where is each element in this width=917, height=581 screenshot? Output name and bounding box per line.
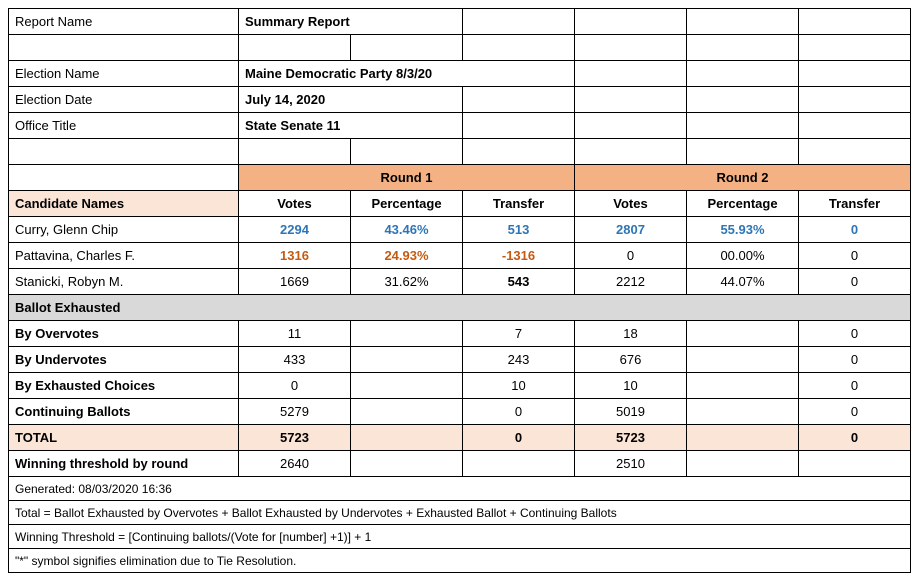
value-office-title: State Senate 11 — [239, 113, 463, 139]
row-footer-generated: Generated: 08/03/2020 16:36 — [9, 477, 911, 501]
label-winning-threshold: Winning threshold by round — [9, 451, 239, 477]
row-ballot-exhausted-header: Ballot Exhausted — [9, 295, 911, 321]
total-r1-votes: 5723 — [239, 425, 351, 451]
continuing-r1-votes: 5279 — [239, 399, 351, 425]
candidate-r2-votes: 2212 — [575, 269, 687, 295]
row-blank-1 — [9, 35, 911, 61]
candidate-r2-pct: 44.07% — [687, 269, 799, 295]
label-total: TOTAL — [9, 425, 239, 451]
candidate-r2-votes: 0 — [575, 243, 687, 269]
label-by-undervotes: By Undervotes — [9, 347, 239, 373]
undervotes-r1-votes: 433 — [239, 347, 351, 373]
footer-tie-note: "*" symbol signifies elimination due to … — [9, 549, 911, 573]
candidate-name: Curry, Glenn Chip — [9, 217, 239, 243]
candidate-r1-votes: 2294 — [239, 217, 351, 243]
footer-total-formula: Total = Ballot Exhausted by Overvotes + … — [9, 501, 911, 525]
label-by-exhausted-choices: By Exhausted Choices — [9, 373, 239, 399]
threshold-r2-votes: 2510 — [575, 451, 687, 477]
undervotes-r2-xfer: 0 — [799, 347, 911, 373]
candidate-r2-pct: 55.93% — [687, 217, 799, 243]
row-footer-total-formula: Total = Ballot Exhausted by Overvotes + … — [9, 501, 911, 525]
continuing-r1-xfer: 0 — [463, 399, 575, 425]
candidate-row: Stanicki, Robyn M.166931.62%543221244.07… — [9, 269, 911, 295]
header-r2-votes: Votes — [575, 191, 687, 217]
row-election-name: Election Name Maine Democratic Party 8/3… — [9, 61, 911, 87]
candidate-r2-xfer: 0 — [799, 243, 911, 269]
row-column-headers: Candidate Names Votes Percentage Transfe… — [9, 191, 911, 217]
candidate-r2-pct: 00.00% — [687, 243, 799, 269]
candidate-r1-pct: 24.93% — [351, 243, 463, 269]
row-blank-2 — [9, 139, 911, 165]
label-report-name: Report Name — [9, 9, 239, 35]
candidate-r1-votes: 1669 — [239, 269, 351, 295]
header-round-2: Round 2 — [575, 165, 911, 191]
candidate-r1-xfer: 543 — [463, 269, 575, 295]
row-footer-winning-formula: Winning Threshold = [Continuing ballots/… — [9, 525, 911, 549]
row-report-name: Report Name Summary Report — [9, 9, 911, 35]
label-continuing-ballots: Continuing Ballots — [9, 399, 239, 425]
header-round-1: Round 1 — [239, 165, 575, 191]
header-r2-percentage: Percentage — [687, 191, 799, 217]
row-continuing-ballots: Continuing Ballots 5279 0 5019 0 — [9, 399, 911, 425]
header-r1-percentage: Percentage — [351, 191, 463, 217]
candidate-row: Pattavina, Charles F.131624.93%-1316000.… — [9, 243, 911, 269]
choices-r2-votes: 10 — [575, 373, 687, 399]
label-election-date: Election Date — [9, 87, 239, 113]
candidate-r1-pct: 31.62% — [351, 269, 463, 295]
footer-generated: Generated: 08/03/2020 16:36 — [9, 477, 911, 501]
undervotes-r2-votes: 676 — [575, 347, 687, 373]
candidate-r1-xfer: 513 — [463, 217, 575, 243]
candidate-row: Curry, Glenn Chip229443.46%513280755.93%… — [9, 217, 911, 243]
header-candidate-names: Candidate Names — [9, 191, 239, 217]
value-election-date: July 14, 2020 — [239, 87, 463, 113]
choices-r1-votes: 0 — [239, 373, 351, 399]
total-r2-xfer: 0 — [799, 425, 911, 451]
value-election-name: Maine Democratic Party 8/3/20 — [239, 61, 575, 87]
row-by-undervotes: By Undervotes 433 243 676 0 — [9, 347, 911, 373]
continuing-r2-votes: 5019 — [575, 399, 687, 425]
candidate-r2-xfer: 0 — [799, 217, 911, 243]
candidate-name: Pattavina, Charles F. — [9, 243, 239, 269]
overvotes-r2-xfer: 0 — [799, 321, 911, 347]
choices-r2-xfer: 0 — [799, 373, 911, 399]
threshold-r1-votes: 2640 — [239, 451, 351, 477]
row-office-title: Office Title State Senate 11 — [9, 113, 911, 139]
overvotes-r2-votes: 18 — [575, 321, 687, 347]
row-round-headers: Round 1 Round 2 — [9, 165, 911, 191]
row-by-overvotes: By Overvotes 11 7 18 0 — [9, 321, 911, 347]
label-office-title: Office Title — [9, 113, 239, 139]
footer-winning-formula: Winning Threshold = [Continuing ballots/… — [9, 525, 911, 549]
candidate-r2-xfer: 0 — [799, 269, 911, 295]
overvotes-r1-votes: 11 — [239, 321, 351, 347]
row-total: TOTAL 5723 0 5723 0 — [9, 425, 911, 451]
candidate-name: Stanicki, Robyn M. — [9, 269, 239, 295]
undervotes-r1-xfer: 243 — [463, 347, 575, 373]
header-r2-transfer: Transfer — [799, 191, 911, 217]
candidate-r2-votes: 2807 — [575, 217, 687, 243]
choices-r1-xfer: 10 — [463, 373, 575, 399]
value-report-name: Summary Report — [239, 9, 463, 35]
total-r2-votes: 5723 — [575, 425, 687, 451]
overvotes-r1-xfer: 7 — [463, 321, 575, 347]
total-r1-xfer: 0 — [463, 425, 575, 451]
label-by-overvotes: By Overvotes — [9, 321, 239, 347]
row-winning-threshold: Winning threshold by round 2640 2510 — [9, 451, 911, 477]
candidate-r1-xfer: -1316 — [463, 243, 575, 269]
label-election-name: Election Name — [9, 61, 239, 87]
continuing-r2-xfer: 0 — [799, 399, 911, 425]
candidate-r1-pct: 43.46% — [351, 217, 463, 243]
row-election-date: Election Date July 14, 2020 — [9, 87, 911, 113]
header-r1-transfer: Transfer — [463, 191, 575, 217]
label-ballot-exhausted: Ballot Exhausted — [9, 295, 911, 321]
row-footer-tie-note: "*" symbol signifies elimination due to … — [9, 549, 911, 573]
header-r1-votes: Votes — [239, 191, 351, 217]
row-by-exhausted-choices: By Exhausted Choices 0 10 10 0 — [9, 373, 911, 399]
candidate-r1-votes: 1316 — [239, 243, 351, 269]
summary-report-table: Report Name Summary Report Election Name… — [8, 8, 911, 573]
